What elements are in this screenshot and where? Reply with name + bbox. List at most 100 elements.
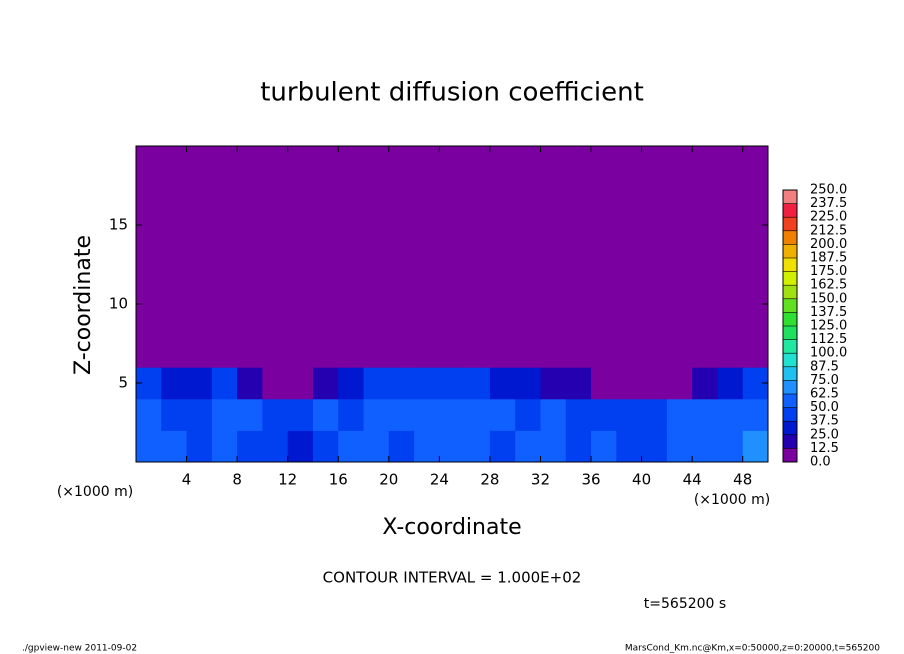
heatmap-cell bbox=[287, 304, 314, 337]
heatmap-cell bbox=[666, 240, 693, 273]
heatmap-cell bbox=[666, 146, 693, 179]
heatmap-cell bbox=[489, 209, 516, 242]
heatmap-cell bbox=[489, 398, 516, 431]
heatmap-cell bbox=[237, 430, 263, 463]
colorbar-band bbox=[783, 448, 797, 462]
colorbar-band bbox=[783, 326, 797, 340]
colorbar-band bbox=[783, 217, 797, 231]
heatmap-cell bbox=[464, 367, 491, 400]
heatmap-cell bbox=[692, 430, 718, 463]
heatmap-cell bbox=[565, 430, 592, 463]
heatmap-cell bbox=[489, 177, 516, 210]
heatmap-cell bbox=[666, 177, 693, 210]
x-unit-label: (×1000 m) bbox=[694, 492, 770, 508]
x-tick-label: 44 bbox=[683, 471, 702, 489]
heatmap-cell bbox=[237, 240, 263, 273]
heatmap-cell bbox=[641, 304, 668, 337]
heatmap-cell bbox=[666, 304, 693, 337]
heatmap-cell bbox=[692, 177, 718, 210]
heatmap-cell bbox=[388, 398, 415, 431]
heatmap-cell bbox=[414, 367, 440, 400]
x-tick-label: 24 bbox=[430, 471, 449, 489]
colorbar-label: 237.5 bbox=[810, 196, 847, 211]
heatmap-cell bbox=[287, 335, 314, 368]
heatmap-cell bbox=[616, 367, 643, 400]
heatmap-cell bbox=[312, 240, 339, 273]
heatmap-cell bbox=[717, 209, 744, 242]
colorbar-band bbox=[783, 339, 797, 354]
heatmap-cell bbox=[161, 335, 188, 368]
heatmap-cell bbox=[464, 335, 491, 368]
colorbar-label: 150.0 bbox=[810, 291, 847, 306]
heatmap-cell bbox=[565, 209, 592, 242]
heatmap-cell bbox=[136, 430, 162, 463]
heatmap-cell bbox=[161, 304, 188, 337]
heatmap-cell bbox=[540, 209, 567, 242]
heatmap-cell bbox=[262, 430, 289, 463]
heatmap-cell bbox=[439, 367, 466, 400]
heatmap-cell bbox=[312, 272, 339, 305]
heatmap-cell bbox=[591, 240, 617, 273]
heatmap-cell bbox=[186, 146, 213, 179]
colorbar-band bbox=[783, 380, 797, 394]
heatmap-cell bbox=[717, 398, 744, 431]
colorbar-band bbox=[783, 394, 797, 408]
colorbar-band bbox=[783, 434, 797, 449]
heatmap-cell bbox=[616, 335, 643, 368]
heatmap-cell bbox=[515, 398, 541, 431]
heatmap-cell bbox=[464, 177, 491, 210]
heatmap-cell bbox=[414, 146, 440, 179]
heatmap-cell bbox=[312, 177, 339, 210]
heatmap-cell bbox=[641, 209, 668, 242]
heatmap-cell bbox=[692, 304, 718, 337]
heatmap-cell bbox=[287, 398, 314, 431]
heatmap-cell bbox=[666, 367, 693, 400]
heatmap-cell bbox=[287, 430, 314, 463]
x-tick-label: 16 bbox=[329, 471, 348, 489]
y-tick-label: 15 bbox=[109, 216, 128, 234]
colorbar-label: 125.0 bbox=[810, 319, 847, 334]
heatmap-cell bbox=[717, 146, 744, 179]
colorbar-label: 25.0 bbox=[810, 427, 839, 442]
heatmap-cell bbox=[312, 430, 339, 463]
heatmap-cell bbox=[464, 430, 491, 463]
heatmap-cell bbox=[186, 430, 213, 463]
heatmap-cell bbox=[515, 430, 541, 463]
heatmap-cell bbox=[565, 177, 592, 210]
heatmap-cell bbox=[161, 272, 188, 305]
heatmap-cell bbox=[312, 398, 339, 431]
heatmap-cell bbox=[692, 146, 718, 179]
heatmap-cell bbox=[742, 398, 769, 431]
heatmap-cell bbox=[312, 209, 339, 242]
heatmap-cell bbox=[742, 240, 769, 273]
colorbar-label: 0.0 bbox=[810, 455, 831, 470]
heatmap-cell bbox=[742, 430, 769, 463]
heatmap-cell bbox=[312, 146, 339, 179]
heatmap-cell bbox=[262, 209, 289, 242]
heatmap-cell bbox=[540, 177, 567, 210]
y-tick-label: 5 bbox=[118, 374, 128, 392]
heatmap-cell bbox=[186, 335, 213, 368]
heatmap-cell bbox=[136, 304, 162, 337]
heatmap-cell bbox=[136, 398, 162, 431]
heatmap-cell bbox=[616, 240, 643, 273]
heatmap-cell bbox=[363, 335, 390, 368]
heatmap-cell bbox=[414, 398, 440, 431]
heatmap-cell bbox=[186, 304, 213, 337]
heatmap-cell bbox=[414, 240, 440, 273]
heatmap-cell bbox=[211, 398, 238, 431]
heatmap-cell bbox=[641, 367, 668, 400]
heatmap-cell bbox=[388, 177, 415, 210]
colorbar-label: 50.0 bbox=[810, 400, 839, 415]
heatmap-cell bbox=[262, 335, 289, 368]
colorbar-label: 100.0 bbox=[810, 346, 847, 361]
heatmap-cell bbox=[489, 335, 516, 368]
colorbar-band bbox=[783, 407, 797, 422]
colorbar-label: 87.5 bbox=[810, 359, 839, 374]
heatmap-cell bbox=[591, 367, 617, 400]
heatmap-cell bbox=[338, 335, 365, 368]
heatmap-cell bbox=[186, 240, 213, 273]
heatmap-cell bbox=[616, 430, 643, 463]
colorbar-band bbox=[783, 298, 797, 313]
heatmap-cell bbox=[641, 430, 668, 463]
